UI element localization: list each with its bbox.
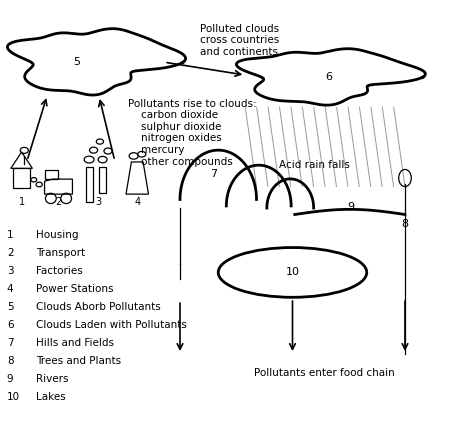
Text: Lakes: Lakes <box>36 392 66 402</box>
Text: 4: 4 <box>7 284 14 293</box>
Text: 9: 9 <box>7 374 14 384</box>
Text: 9: 9 <box>347 202 355 212</box>
Text: Trees and Plants: Trees and Plants <box>36 356 121 366</box>
Text: 3: 3 <box>95 196 101 207</box>
Text: Clouds Aborb Pollutants: Clouds Aborb Pollutants <box>36 302 161 311</box>
Text: 10: 10 <box>285 267 300 278</box>
Text: 5: 5 <box>7 302 14 311</box>
Text: Housing: Housing <box>36 230 78 239</box>
Text: 1: 1 <box>7 230 14 239</box>
Text: Pollutants rise to clouds:
    carbon dioxide
    sulphur dioxide
    nitrogen o: Pollutants rise to clouds: carbon dioxid… <box>128 99 257 167</box>
Text: Pollutants enter food chain: Pollutants enter food chain <box>254 368 395 378</box>
Text: Factories: Factories <box>36 266 83 275</box>
Text: Acid rain falls: Acid rain falls <box>279 160 350 170</box>
Text: 2: 2 <box>55 196 62 207</box>
Text: 2: 2 <box>7 248 14 257</box>
Text: Hills and Fields: Hills and Fields <box>36 338 114 347</box>
Text: 10: 10 <box>7 392 20 402</box>
Text: 7: 7 <box>7 338 14 347</box>
Text: Rivers: Rivers <box>36 374 68 384</box>
Text: 6: 6 <box>7 320 14 329</box>
Text: Polluted clouds
cross countries
and continents: Polluted clouds cross countries and cont… <box>200 24 279 57</box>
Text: 1: 1 <box>18 196 25 207</box>
Text: Clouds Laden with Pollutants: Clouds Laden with Pollutants <box>36 320 187 329</box>
Text: Power Stations: Power Stations <box>36 284 113 293</box>
Text: 8: 8 <box>401 219 409 229</box>
Text: 8: 8 <box>7 356 14 366</box>
Text: 3: 3 <box>7 266 14 275</box>
Text: Transport: Transport <box>36 248 85 257</box>
Text: 4: 4 <box>134 196 140 207</box>
Text: 7: 7 <box>210 169 217 179</box>
Text: 6: 6 <box>325 72 332 82</box>
Text: 5: 5 <box>73 57 80 67</box>
